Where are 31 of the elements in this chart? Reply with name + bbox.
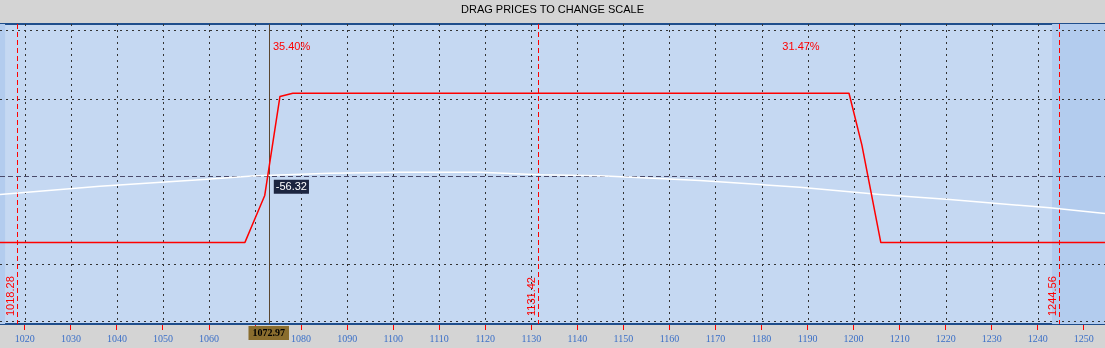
- x-tick-label: 1120: [475, 332, 496, 344]
- x-tick-label: 1040: [106, 332, 127, 344]
- x-tick-label: 1140: [567, 332, 588, 344]
- ref-line-label: 1072.97: [252, 326, 285, 338]
- x-tick-label: 1170: [705, 332, 726, 344]
- x-tick-label: 1110: [429, 332, 449, 344]
- x-tick-label: 1230: [981, 332, 1002, 344]
- x-tick-label: 1240: [1027, 332, 1048, 344]
- x-tick-label: 1080: [291, 332, 312, 344]
- x-tick-label: 1130: [521, 332, 542, 344]
- x-tick-label: 1020: [14, 332, 35, 344]
- ref-line-label: 1131.42: [524, 277, 537, 316]
- x-tick-label: 1090: [337, 332, 358, 344]
- x-tick-label: 1050: [152, 332, 173, 344]
- text: 31.47%: [782, 40, 820, 53]
- x-tick-label: 1210: [889, 332, 910, 344]
- ref-line-label: 1018.28: [3, 276, 16, 316]
- ref-line-label: 1244.56: [1045, 276, 1058, 316]
- x-tick-label: 1250: [1073, 332, 1094, 344]
- x-tick-label: 1060: [199, 332, 220, 344]
- x-tick-label: 1200: [843, 332, 864, 344]
- annotation: -56.32: [275, 179, 307, 192]
- x-tick-label: 1100: [383, 332, 404, 344]
- text: 35.40%: [272, 40, 311, 53]
- x-tick-label: 1030: [60, 332, 81, 344]
- x-tick-label: 1160: [659, 332, 680, 344]
- x-tick-label: 1190: [797, 332, 818, 344]
- x-tick-label: 1150: [613, 332, 634, 344]
- x-tick-label: 1180: [751, 332, 772, 344]
- x-tick-label: 1220: [935, 332, 956, 344]
- chart-title: DRAG PRICES TO CHANGE SCALE: [0, 0, 1105, 22]
